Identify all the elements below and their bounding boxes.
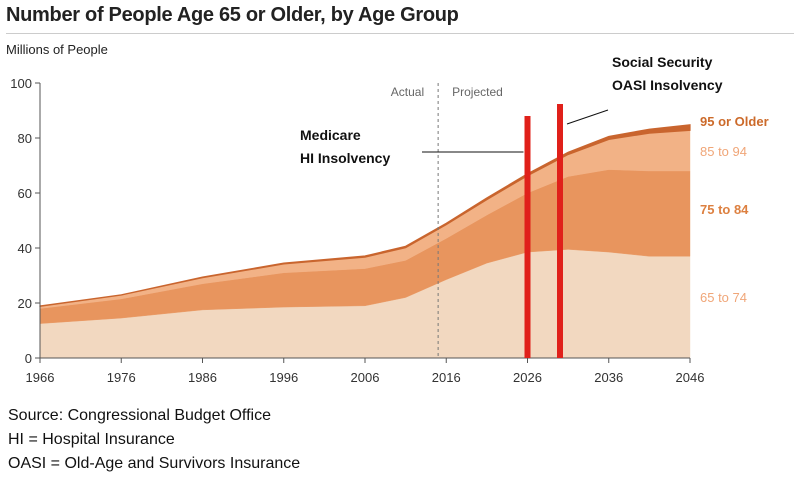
axes: 65 to 74 75 to 84 85 to 94 95 or Older 1966 1… xyxy=(10,76,768,385)
x-tick-label: 2036 xyxy=(594,370,623,385)
oasi-definition-note: OASI = Old-Age and Survivors Insurance xyxy=(8,455,301,472)
medicare-label-line2: HI Insolvency xyxy=(300,150,390,166)
social-security-label-line1: Social Security xyxy=(612,54,713,70)
footnotes: Source: Congressional Budget Office HI =… xyxy=(8,404,300,476)
x-tick-label: 1986 xyxy=(188,370,217,385)
series-label-75-to-84: 75 to 84 xyxy=(700,202,749,217)
series-label-85-to-94: 85 to 94 xyxy=(700,144,747,159)
annotations: Actual Projected Medicare HI Insolvency Soci… xyxy=(300,54,723,358)
x-tick-label: 1966 xyxy=(26,370,55,385)
x-tick-label: 1996 xyxy=(269,370,298,385)
x-tick-label: 2016 xyxy=(432,370,461,385)
area-95-or-older xyxy=(39,124,691,307)
title-divider xyxy=(6,33,794,34)
hi-definition-note: HI = Hospital Insurance xyxy=(8,431,175,448)
medicare-label-line1: Medicare xyxy=(300,127,361,143)
source-note: Source: Congressional Budget Office xyxy=(8,407,271,424)
y-tick-label: 0 xyxy=(25,351,32,366)
series-label-95-or-older: 95 or Older xyxy=(700,114,769,129)
series-label-65-to-74: 65 to 74 xyxy=(700,290,747,305)
x-tick-label: 2026 xyxy=(513,370,542,385)
chart-title: Number of People Age 65 or Older, by Age… xyxy=(6,4,459,26)
y-tick-label: 60 xyxy=(18,186,32,201)
y-tick-label: 20 xyxy=(18,296,32,311)
y-axis-label: Millions of People xyxy=(6,42,108,57)
y-tick-label: 40 xyxy=(18,241,32,256)
social-security-label-line2: OASI Insolvency xyxy=(612,77,723,93)
actual-label: Actual xyxy=(391,85,424,99)
social-security-leader-line xyxy=(566,109,609,125)
y-tick-label: 80 xyxy=(18,131,32,146)
x-tick-label: 1976 xyxy=(107,370,136,385)
x-tick-label: 2046 xyxy=(676,370,705,385)
y-tick-label: 100 xyxy=(10,76,32,91)
x-tick-label: 2006 xyxy=(351,370,380,385)
projected-label: Projected xyxy=(452,85,503,99)
